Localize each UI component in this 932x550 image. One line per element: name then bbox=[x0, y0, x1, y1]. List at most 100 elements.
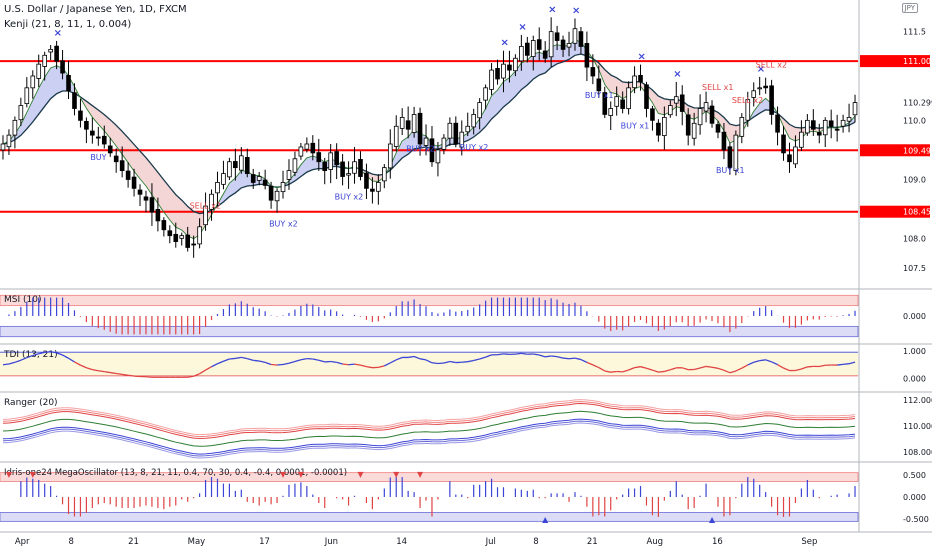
tdi-line bbox=[116, 372, 123, 376]
buy-signal-label: BUY x1 bbox=[621, 121, 650, 130]
level-price-badge bbox=[860, 144, 930, 157]
osc-tick-label: 0.000 bbox=[903, 493, 926, 502]
candle-body bbox=[834, 128, 840, 131]
tdi-line bbox=[217, 360, 224, 365]
tdi-line bbox=[360, 364, 367, 368]
osc-title: Idris-one24 MegaOscillator (13, 8, 21, 1… bbox=[4, 468, 347, 478]
candle-body bbox=[471, 114, 476, 128]
tdi-line bbox=[384, 362, 391, 367]
ranger-tick-label: 112.000 bbox=[903, 396, 932, 405]
candle-body bbox=[429, 138, 435, 163]
candle-body bbox=[775, 114, 780, 133]
candle-body bbox=[620, 99, 625, 109]
candle-body bbox=[221, 173, 226, 185]
candle-body bbox=[66, 74, 71, 92]
osc-overbought-triangle bbox=[280, 471, 287, 478]
tdi-line bbox=[413, 355, 421, 360]
signal-x-marker: × bbox=[548, 4, 556, 15]
tdi-line bbox=[795, 368, 802, 372]
candle-body bbox=[846, 116, 852, 122]
tdi-line bbox=[145, 376, 152, 378]
tdi-line bbox=[32, 353, 39, 357]
tdi-line bbox=[354, 363, 361, 366]
candle-body bbox=[751, 90, 757, 98]
candle-body bbox=[310, 142, 316, 154]
candle-body bbox=[155, 209, 161, 222]
tdi-line bbox=[771, 361, 778, 366]
tdi-line bbox=[819, 364, 826, 368]
tdi-line bbox=[205, 366, 212, 371]
time-tick-label: 16 bbox=[712, 537, 723, 547]
tdi-line bbox=[664, 369, 671, 373]
tdi-line bbox=[652, 369, 659, 373]
candle-body bbox=[179, 235, 185, 239]
msi-upper-band bbox=[0, 294, 859, 307]
candle-body bbox=[697, 108, 703, 126]
tdi-line bbox=[717, 367, 725, 371]
candle-body bbox=[614, 96, 619, 107]
candle-body bbox=[596, 78, 602, 92]
signal-x-marker: × bbox=[638, 52, 646, 63]
tdi-line bbox=[300, 357, 307, 361]
candle-body bbox=[268, 185, 274, 201]
candle-body bbox=[84, 121, 89, 130]
osc-tick-label: -0.500 bbox=[903, 515, 929, 524]
tdi-line bbox=[366, 365, 373, 369]
candle-body bbox=[703, 102, 709, 112]
candle-body bbox=[12, 119, 18, 136]
tdi-line bbox=[56, 352, 63, 356]
tdi-line bbox=[461, 361, 468, 363]
tdi-line bbox=[425, 359, 433, 364]
study-title: Kenji (21, 8, 11, 1, 0.004) bbox=[4, 19, 132, 30]
tdi-line bbox=[378, 365, 385, 369]
osc-overbought-triangle bbox=[393, 471, 400, 478]
tdi-line bbox=[604, 370, 611, 373]
candle-body bbox=[405, 120, 411, 130]
tdi-line bbox=[628, 367, 635, 371]
candle-body bbox=[673, 96, 679, 104]
candle-body bbox=[519, 46, 524, 62]
tdi-line bbox=[50, 351, 57, 354]
tdi-line bbox=[586, 361, 594, 366]
candle-body bbox=[304, 143, 310, 150]
tdi-line bbox=[318, 359, 325, 363]
candle-body bbox=[816, 132, 822, 136]
ranger-band-line bbox=[2, 399, 856, 436]
tdi-line bbox=[622, 369, 629, 373]
signal-x-marker: × bbox=[500, 38, 508, 49]
candle-body bbox=[30, 75, 36, 89]
tdi-line bbox=[348, 363, 355, 366]
candle-body bbox=[685, 114, 691, 136]
candle-body bbox=[233, 161, 238, 169]
tdi-line bbox=[580, 358, 588, 363]
osc-tick-label: 0.500 bbox=[903, 471, 926, 480]
candle-body bbox=[566, 43, 572, 48]
tdi-line bbox=[20, 357, 28, 361]
candle-body bbox=[370, 188, 375, 192]
candle-body bbox=[24, 87, 30, 104]
candle-body bbox=[149, 197, 155, 213]
tdi-line bbox=[26, 354, 33, 359]
tdi-line bbox=[801, 366, 808, 370]
tdi-line bbox=[723, 369, 731, 374]
candle-body bbox=[54, 45, 59, 62]
candle-body bbox=[763, 85, 768, 89]
tdi-line bbox=[658, 370, 665, 373]
candle-body bbox=[447, 122, 453, 139]
tdi-line bbox=[449, 360, 456, 364]
candle-body bbox=[239, 155, 244, 171]
candle-body bbox=[340, 161, 345, 177]
tdi-line bbox=[389, 359, 397, 364]
tdi-line bbox=[2, 363, 10, 366]
tdi-line bbox=[44, 351, 51, 354]
candle-body bbox=[358, 159, 363, 177]
last-price-label: 110.299 bbox=[903, 99, 932, 108]
candle-body bbox=[602, 92, 608, 115]
tdi-line bbox=[336, 361, 343, 365]
msi-lower-band bbox=[0, 325, 859, 338]
osc-oversold-triangle bbox=[542, 517, 549, 524]
candle-body bbox=[489, 69, 494, 90]
candle-body bbox=[78, 110, 83, 121]
candle-body bbox=[376, 182, 381, 192]
